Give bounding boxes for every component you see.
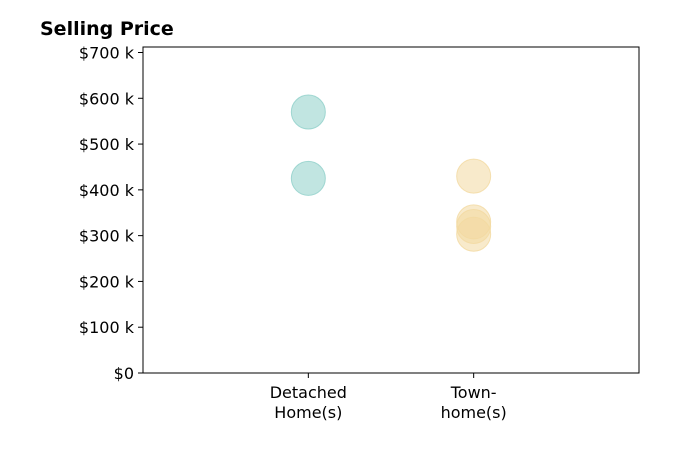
data-point xyxy=(456,158,492,194)
plot-area-frame xyxy=(142,46,640,374)
data-points xyxy=(290,94,492,252)
data-point xyxy=(290,94,326,130)
data-point xyxy=(456,216,492,252)
y-tick-label: $300 k xyxy=(79,227,135,246)
y-tick-label: $200 k xyxy=(79,272,135,291)
y-axis: $0 $100 k $200 k $300 k $400 k $500 k $600 k $7… xyxy=(79,43,143,383)
y-tick-label: $600 k xyxy=(79,89,135,108)
x-tick-label: Town- xyxy=(450,383,497,402)
y-tick-label: $500 k xyxy=(79,135,135,154)
data-point xyxy=(290,160,326,196)
y-tick-label: $100 k xyxy=(79,318,135,337)
x-tick-label: home(s) xyxy=(441,403,507,422)
chart-title: Selling Price xyxy=(40,18,174,40)
y-tick-label: $700 k xyxy=(79,43,135,62)
y-tick-label: $0 xyxy=(114,364,134,383)
y-tick-label: $400 k xyxy=(79,181,135,200)
x-tick-label: Home(s) xyxy=(274,403,342,422)
x-tick-label: Detached xyxy=(270,383,347,402)
